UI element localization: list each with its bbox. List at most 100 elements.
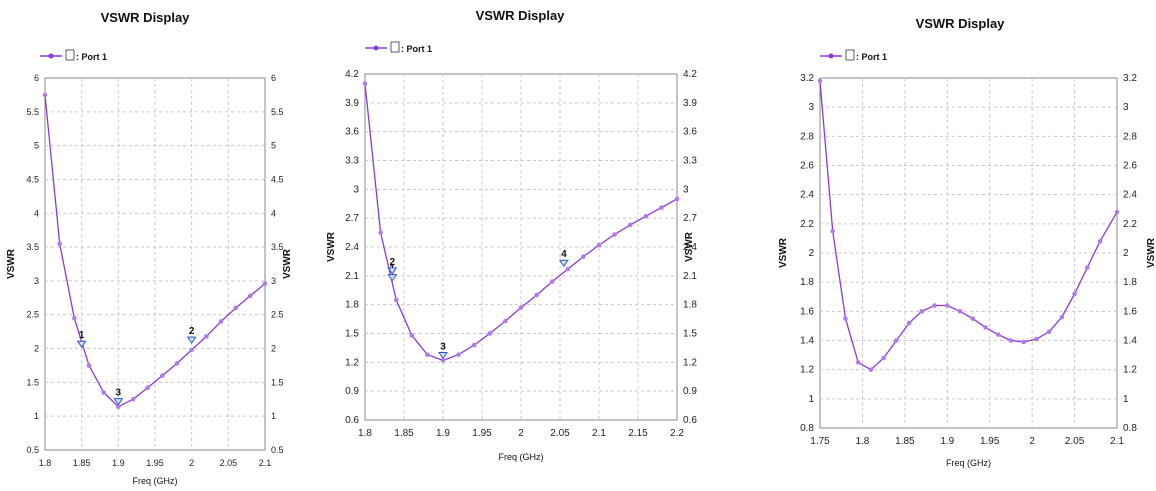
marker-triangle-icon bbox=[113, 398, 124, 406]
x-tick-label: 2.15 bbox=[628, 428, 648, 439]
y-tick-label-right: 1.8 bbox=[1123, 277, 1137, 288]
y-tick-label-right: 2.5 bbox=[271, 310, 284, 320]
y-tick-label: 3.9 bbox=[345, 98, 359, 109]
data-point bbox=[817, 78, 823, 84]
x-tick-label: 2 bbox=[518, 428, 524, 439]
y-tick-label-right: 4 bbox=[271, 208, 276, 218]
legend-box-icon bbox=[65, 49, 75, 61]
y-tick-label: 0.6 bbox=[345, 415, 359, 426]
y-tick-label: 1 bbox=[34, 411, 39, 421]
y-tick-label: 3 bbox=[808, 102, 814, 113]
data-point bbox=[204, 334, 209, 339]
grid bbox=[820, 78, 1117, 428]
y-tick-label: 0.8 bbox=[800, 423, 814, 434]
legend-label: : Port 1 bbox=[401, 44, 432, 54]
y-tick-label: 5 bbox=[34, 141, 39, 151]
data-point bbox=[612, 232, 617, 237]
legend-marker bbox=[828, 53, 834, 59]
y-tick-label: 3.6 bbox=[345, 127, 359, 138]
y-tick-label-right: 4.2 bbox=[683, 69, 697, 80]
data-point bbox=[1072, 291, 1077, 297]
chart-title: VSWR Display bbox=[101, 10, 191, 25]
y-tick-label-right: 2.2 bbox=[1123, 219, 1137, 230]
y-axis-label-right: VSWR bbox=[282, 248, 290, 279]
data-point bbox=[1097, 239, 1103, 244]
chart-title: VSWR Display bbox=[476, 8, 566, 23]
data-point bbox=[944, 303, 950, 308]
x-tick-label: 2.1 bbox=[259, 458, 272, 468]
marker-label: 4 bbox=[561, 249, 567, 260]
chart-1-svg: VSWR Display: Port 1 1.8 1.85 1.9 1.95 2 2.05 2… bbox=[6, 10, 290, 486]
y-tick-label-right: 1.2 bbox=[1123, 365, 1137, 376]
data-point bbox=[262, 281, 268, 286]
x-tick-label: 1.85 bbox=[394, 428, 414, 439]
x-tick-label: 1.75 bbox=[810, 436, 830, 447]
legend-box-icon bbox=[390, 41, 400, 53]
y-tick-label-right: 2.1 bbox=[683, 271, 697, 282]
y-tick-label-right: 0.8 bbox=[1123, 423, 1137, 434]
y-tick-label: 4 bbox=[34, 208, 39, 218]
data-point bbox=[894, 338, 899, 343]
y-tick-label: 3 bbox=[353, 184, 359, 195]
data-point bbox=[643, 213, 649, 219]
marker-triangle-icon bbox=[387, 267, 398, 275]
y-tick-label: 4.5 bbox=[26, 174, 39, 184]
y-tick-label-right: 3.2 bbox=[1123, 73, 1137, 84]
chart-2-svg: VSWR Display: Port 1 1.8 1.85 1.9 1.95 2 2.05 2… bbox=[326, 8, 697, 462]
y-tick-label-right: 0.5 bbox=[271, 445, 284, 455]
x-tick-label: 1.8 bbox=[855, 436, 869, 447]
y-tick-label-right: 1.2 bbox=[683, 357, 697, 368]
y-tick-label: 2.6 bbox=[800, 161, 814, 172]
chart-3: VSWR Display: Port 1 1.75 1.8 1.85 1.9 1.95 2 2… bbox=[760, 0, 1156, 491]
y-tick-label: 2.4 bbox=[345, 242, 359, 253]
data-point bbox=[130, 396, 136, 402]
y-tick-label-right: 1 bbox=[1123, 394, 1129, 405]
legend-marker bbox=[48, 53, 54, 59]
x-tick-label: 2.1 bbox=[1110, 436, 1124, 447]
y-tick-label-right: 0.9 bbox=[683, 386, 697, 397]
y-tick-label-right: 2 bbox=[1123, 248, 1129, 259]
x-tick-label: 1.95 bbox=[146, 458, 164, 468]
y-tick-label-right: 1 bbox=[271, 411, 276, 421]
data-point bbox=[145, 385, 150, 391]
data-point bbox=[1085, 265, 1090, 270]
data-point bbox=[409, 333, 415, 338]
y-tick-label-right: 6 bbox=[271, 73, 276, 83]
y-tick-label-right: 2.8 bbox=[1123, 131, 1137, 142]
grid bbox=[45, 78, 265, 450]
marker-triangle-icon bbox=[76, 340, 87, 349]
y-axis-label-right: VSWR bbox=[684, 231, 695, 262]
y-tick-label: 0.9 bbox=[345, 386, 359, 397]
data-point bbox=[970, 316, 976, 321]
y-tick-label: 3.3 bbox=[345, 156, 359, 167]
data-point bbox=[378, 230, 383, 235]
y-tick-label-right: 1.4 bbox=[1123, 336, 1137, 347]
data-point bbox=[456, 352, 461, 357]
data-point bbox=[596, 242, 602, 248]
y-tick-label: 2.7 bbox=[345, 213, 359, 224]
y-tick-label: 1.5 bbox=[345, 329, 359, 340]
y-tick-label-right: 2.7 bbox=[683, 213, 697, 224]
y-tick-label-right: 1.5 bbox=[683, 329, 697, 340]
data-point bbox=[233, 305, 238, 311]
y-tick-label-right: 2.6 bbox=[1123, 161, 1137, 172]
x-tick-label: 1.95 bbox=[472, 428, 492, 439]
marker-label: 3 bbox=[116, 388, 122, 399]
data-point bbox=[957, 309, 963, 314]
marker: 3 bbox=[438, 341, 448, 360]
data-point bbox=[218, 319, 224, 324]
x-tick-label: 2.2 bbox=[670, 428, 684, 439]
data-point bbox=[393, 297, 399, 303]
series-line bbox=[819, 80, 1118, 371]
y-axis-label: VSWR bbox=[326, 231, 337, 262]
x-axis-label: Freq (GHz) bbox=[499, 452, 544, 462]
y-tick-label-right: 3.9 bbox=[683, 98, 697, 109]
marker-triangle-icon bbox=[438, 351, 448, 360]
data-point bbox=[487, 331, 493, 336]
y-tick-label-right: 2.4 bbox=[1123, 190, 1137, 201]
data-point bbox=[72, 315, 77, 321]
data-point bbox=[86, 363, 92, 368]
y-axis-label-right: VSWR bbox=[1146, 237, 1156, 268]
y-tick-label: 2 bbox=[808, 248, 814, 259]
y-tick-label: 2.8 bbox=[800, 131, 814, 142]
